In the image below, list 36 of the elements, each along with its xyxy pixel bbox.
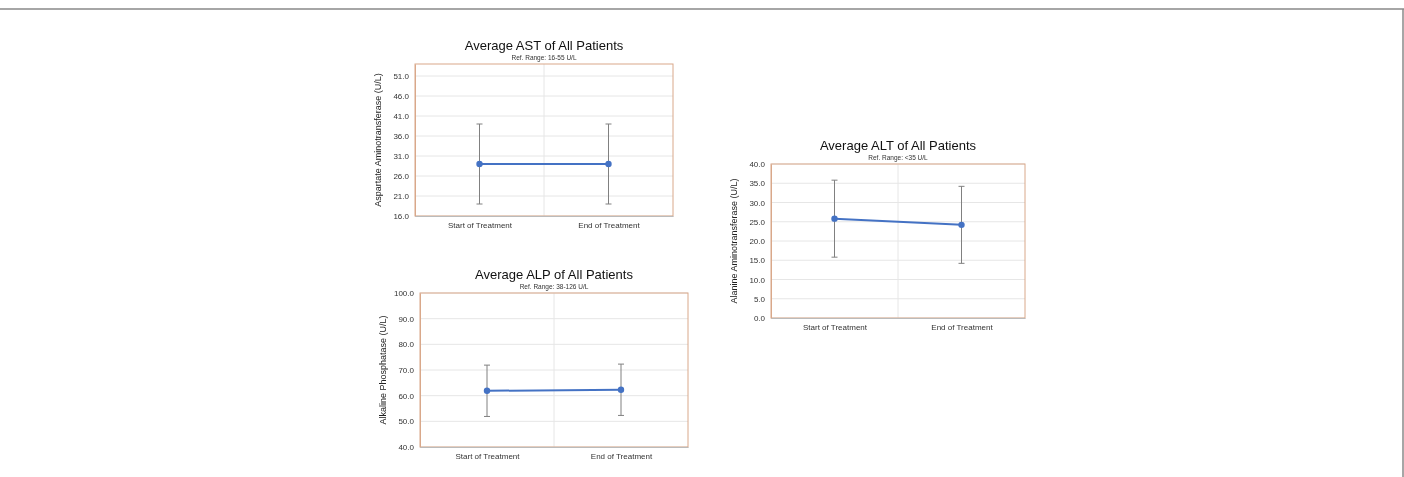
y-tick-label: 26.0 — [393, 172, 410, 182]
y-tick-label: 31.0 — [393, 152, 410, 162]
y-tick-label: 51.0 — [393, 72, 410, 82]
y-tick-label: 50.0 — [398, 417, 415, 427]
y-tick-label: 0.0 — [753, 314, 766, 324]
y-tick-label: 15.0 — [749, 256, 766, 266]
y-tick-label: 90.0 — [398, 314, 415, 324]
y-tick-label: 60.0 — [398, 391, 415, 401]
y-tick-label: 41.0 — [393, 112, 410, 122]
y-tick-label: 80.0 — [398, 340, 415, 350]
x-tick-label: End of Treatment — [578, 220, 641, 230]
y-tick-label: 10.0 — [749, 275, 766, 285]
chart-title: Average AST of All Patients — [464, 38, 624, 53]
y-tick-label: 35.0 — [749, 179, 766, 189]
y-axis-title: Alanine Aminotransferase (U/L) — [729, 178, 739, 304]
x-tick-label: End of Treatment — [931, 322, 994, 332]
x-tick-label: End of Treatment — [590, 451, 653, 461]
x-tick-label: Start of Treatment — [447, 220, 513, 230]
y-tick-label: 46.0 — [393, 92, 410, 102]
y-axis-title: Alkaline Phosphatase (U/L) — [378, 315, 388, 425]
y-tick-label: 16.0 — [393, 212, 410, 222]
y-tick-label: 40.0 — [398, 443, 415, 453]
chart-title: Average ALP of All Patients — [475, 267, 634, 282]
chart-title: Average ALT of All Patients — [819, 138, 977, 153]
y-tick-label: 21.0 — [393, 192, 410, 202]
x-tick-label: Start of Treatment — [802, 322, 868, 332]
y-tick-label: 100.0 — [393, 289, 415, 299]
y-tick-label: 40.0 — [749, 160, 766, 170]
y-tick-label: 30.0 — [749, 198, 766, 208]
y-tick-label: 5.0 — [753, 294, 766, 304]
y-tick-label: 36.0 — [393, 132, 410, 142]
y-axis-title: Aspartate Aminotransferase (U/L) — [373, 73, 383, 207]
x-tick-label: Start of Treatment — [455, 451, 521, 461]
y-tick-label: 25.0 — [749, 217, 766, 227]
y-tick-label: 70.0 — [398, 366, 415, 376]
y-tick-label: 20.0 — [749, 237, 766, 247]
